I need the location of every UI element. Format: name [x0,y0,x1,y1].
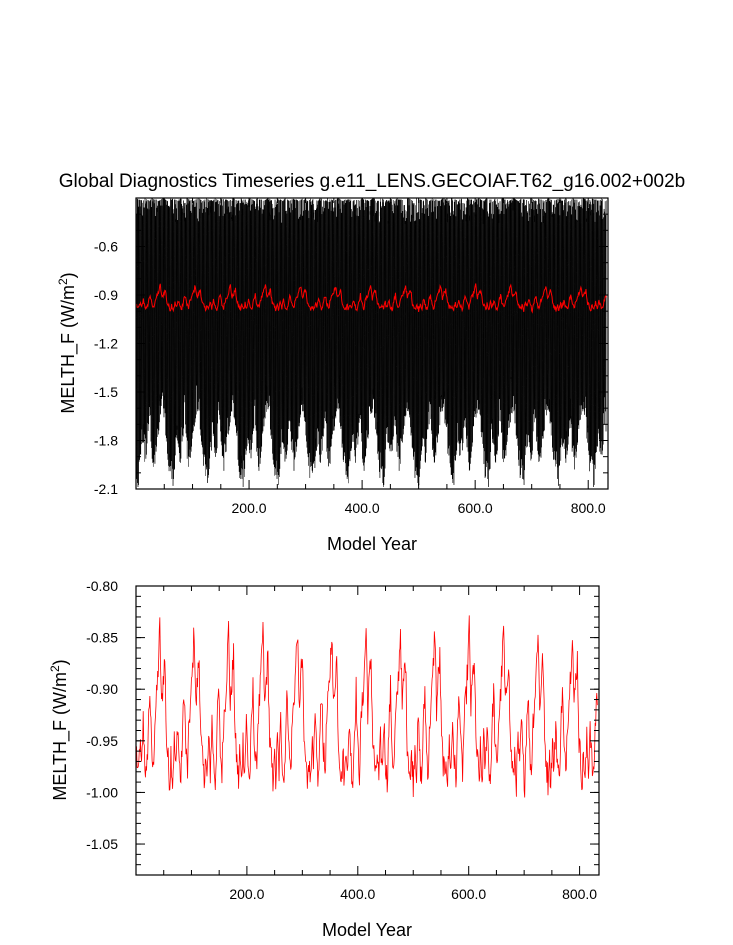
top-tick-marks [136,197,608,490]
top-xtick-label: 600.0 [458,500,493,516]
top-red-line [136,283,607,314]
bottom-ytick-label: -0.90 [86,681,118,697]
bottom-xtick-label: 400.0 [340,886,375,902]
bottom-xtick-label: 800.0 [562,886,597,902]
bottom-tick-labels: 200.0 400.0 600.0 800.0 -1.05 -1.00 -0.95 -0.90… [86,578,597,902]
top-xtick-label: 800.0 [571,500,606,516]
bottom-tick-marks [136,585,599,876]
bottom-y-label-main: MELTH_F (W/m [50,672,71,801]
bottom-ytick-label: -1.00 [86,784,118,800]
top-y-axis-label: MELTH_F (W/m2) [56,272,79,413]
top-y-label-main: MELTH_F (W/m [58,285,79,414]
bottom-plot-frame [135,585,600,876]
bottom-x-axis-label: Model Year [322,920,412,940]
top-plot-frame [135,197,609,490]
bottom-ytick-label: -0.95 [86,733,118,749]
top-ytick-label: -0.9 [94,287,118,303]
top-ytick-label: -1.8 [94,433,118,449]
top-x-axis-label: Model Year [327,534,417,554]
bottom-ytick-label: -0.85 [86,630,118,646]
top-black-line [135,197,607,487]
bottom-y-label-close: ) [50,659,70,665]
top-ytick-label: -1.2 [94,336,118,352]
bottom-y-label-sup: 2 [48,665,62,672]
top-xtick-label: 400.0 [345,500,380,516]
top-red-series [136,283,607,314]
bottom-red-line [136,615,598,798]
bottom-xtick-label: 200.0 [229,886,264,902]
top-ytick-label: -2.1 [94,481,118,497]
top-ytick-label: -0.6 [94,239,118,255]
top-y-label-sup: 2 [56,278,70,285]
bottom-ytick-label: -1.05 [86,836,118,852]
bottom-ytick-label: -0.80 [86,578,118,594]
top-chart-title: Global Diagnostics Timeseries g.e11_LENS… [59,171,685,192]
bottom-y-axis-label: MELTH_F (W/m2) [48,659,71,800]
top-tick-labels: 200.0 400.0 600.0 800.0 -2.1 -1.8 -1.5 -1.2 -0.9… [94,239,606,517]
bottom-red-series [136,615,598,798]
top-ytick-label: -1.5 [94,384,118,400]
top-chart: 200.0 400.0 600.0 800.0 -2.1 -1.8 -1.5 -1.2 -0.9… [94,197,609,517]
top-xtick-label: 200.0 [232,500,267,516]
top-y-label-close: ) [58,272,78,278]
bottom-xtick-label: 600.0 [451,886,486,902]
bottom-chart: 200.0 400.0 600.0 800.0 -1.05 -1.00 -0.95 -0.90… [86,578,600,902]
top-black-series [135,197,607,487]
